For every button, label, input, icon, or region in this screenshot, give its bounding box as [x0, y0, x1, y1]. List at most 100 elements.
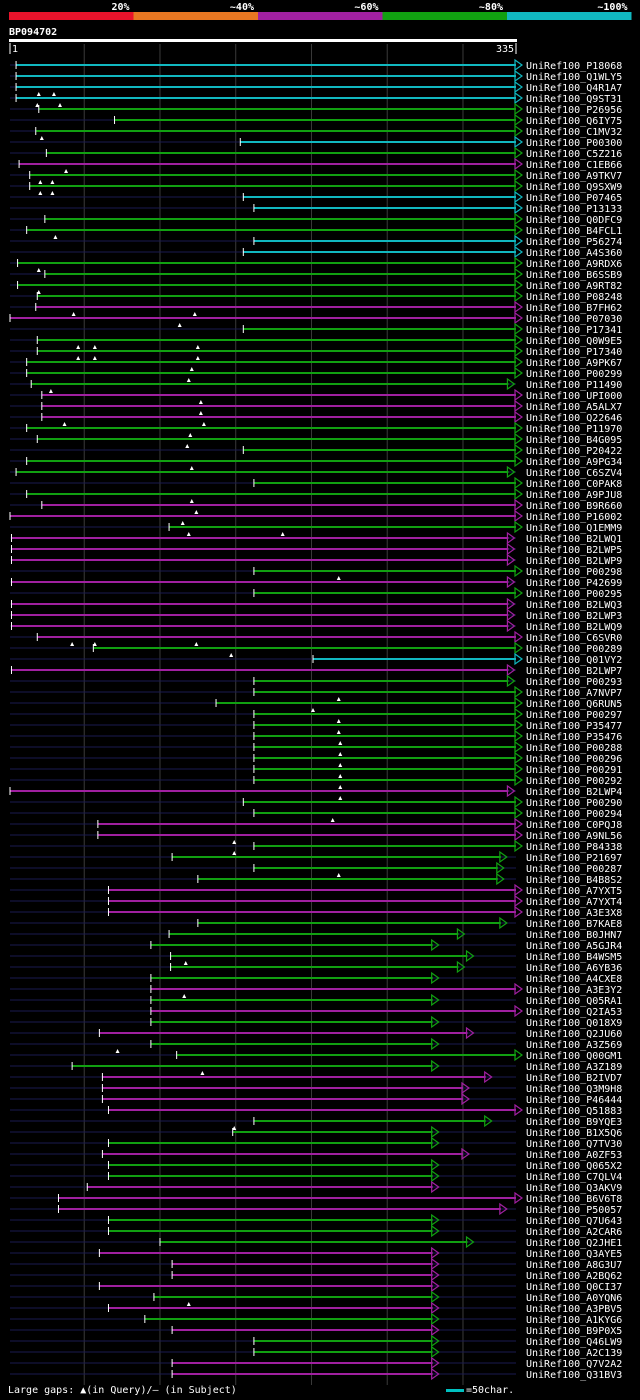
hit-label[interactable]: UniRef100_P07030	[526, 314, 622, 325]
hit-row[interactable]: UniRef100_P07030	[9, 311, 622, 325]
hit-row[interactable]: UniRef100_B2IVD7	[10, 1070, 622, 1084]
hit-row[interactable]: UniRef100_A9RT82	[10, 278, 622, 292]
hit-row[interactable]: UniRef100_A2BQ62	[10, 1268, 622, 1282]
hit-label[interactable]: UniRef100_Q0W9E5	[526, 336, 622, 347]
hit-label[interactable]: UniRef100_A4S360	[526, 248, 622, 259]
hit-row[interactable]: UniRef100_P35476	[10, 729, 622, 743]
hit-row[interactable]: UniRef100_C1EB66	[10, 157, 622, 171]
hit-row[interactable]: UniRef100_Q3M9H8	[10, 1081, 622, 1095]
hit-row[interactable]: UniRef100_P35477	[10, 718, 622, 732]
hit-row[interactable]: UniRef100_B6SSB9	[10, 267, 622, 281]
hit-label[interactable]: UniRef100_C7QLV4	[526, 1172, 622, 1183]
hit-label[interactable]: UniRef100_B2LWP5	[526, 545, 622, 556]
hit-label[interactable]: UniRef100_P17340	[526, 347, 622, 358]
hit-label[interactable]: UniRef100_P00295	[526, 589, 622, 600]
hit-row[interactable]: UniRef100_A9TKV7	[10, 168, 622, 182]
hit-label[interactable]: UniRef100_C0PQJ8	[526, 820, 622, 831]
hit-row[interactable]: UniRef100_B4FCL1	[10, 223, 622, 237]
hit-row[interactable]: UniRef100_A3Z569	[10, 1037, 622, 1051]
hit-row[interactable]: UniRef100_C6SZV4	[10, 465, 622, 479]
hit-row[interactable]: UniRef100_P00288	[10, 740, 622, 754]
hit-row[interactable]: UniRef100_A9NL56	[10, 828, 622, 842]
hit-row[interactable]: UniRef100_P00297	[10, 707, 622, 721]
hit-label[interactable]: UniRef100_P00294	[526, 809, 622, 820]
hit-label[interactable]: UniRef100_B6V6T8	[526, 1194, 622, 1205]
hit-row[interactable]: UniRef100_B4WSM5	[10, 949, 622, 963]
hit-row[interactable]: UniRef100_P46444	[10, 1092, 622, 1106]
hit-label[interactable]: UniRef100_A3Z189	[526, 1062, 622, 1073]
hit-label[interactable]: UniRef100_P00293	[526, 677, 622, 688]
hit-label[interactable]: UniRef100_B2LWQ1	[526, 534, 622, 545]
hit-label[interactable]: UniRef100_B2LWP9	[526, 556, 622, 567]
hit-label[interactable]: UniRef100_A9RT82	[526, 281, 622, 292]
hit-label[interactable]: UniRef100_P00290	[526, 798, 622, 809]
hit-label[interactable]: UniRef100_Q01VY2	[526, 655, 622, 666]
hit-label[interactable]: UniRef100_P00287	[526, 864, 622, 875]
hit-row[interactable]: UniRef100_A9PK67	[10, 355, 622, 369]
hit-label[interactable]: UniRef100_P00289	[526, 644, 622, 655]
hit-row[interactable]: UniRef100_C0PAK8	[10, 476, 622, 490]
hit-label[interactable]: UniRef100_P17341	[526, 325, 622, 336]
hit-row[interactable]: UniRef100_Q1EMM9	[10, 520, 622, 534]
hit-row[interactable]: UniRef100_Q7U643	[10, 1213, 622, 1227]
hit-row[interactable]: UniRef100_A9PJU8	[10, 487, 622, 501]
hit-row[interactable]: UniRef100_B2LWP3	[10, 608, 622, 622]
hit-row[interactable]: UniRef100_P00296	[10, 751, 622, 765]
hit-label[interactable]: UniRef100_Q2IA53	[526, 1007, 622, 1018]
hit-label[interactable]: UniRef100_B2LWP7	[526, 666, 622, 677]
hit-label[interactable]: UniRef100_Q1EMM9	[526, 523, 622, 534]
hit-row[interactable]: UniRef100_P17341	[10, 322, 622, 336]
hit-row[interactable]: UniRef100_A7NVP7	[10, 685, 622, 699]
hit-label[interactable]: UniRef100_Q7V2A2	[526, 1359, 622, 1370]
hit-row[interactable]: UniRef100_A5GJR4	[10, 938, 622, 952]
hit-row[interactable]: UniRef100_Q2IA53	[10, 1004, 622, 1018]
hit-label[interactable]: UniRef100_A9TKV7	[526, 171, 622, 182]
hit-row[interactable]: UniRef100_Q6RUN5	[10, 696, 622, 710]
hit-row[interactable]: UniRef100_Q9SXW9	[10, 179, 622, 193]
hit-row[interactable]: UniRef100_B6V6T8	[10, 1191, 622, 1205]
hit-label[interactable]: UniRef100_A3Z569	[526, 1040, 622, 1051]
hit-label[interactable]: UniRef100_Q22646	[526, 413, 622, 424]
hit-row[interactable]: UniRef100_P26956	[10, 102, 622, 116]
hit-label[interactable]: UniRef100_P00288	[526, 743, 622, 754]
hit-row[interactable]: UniRef100_B9P0X5	[10, 1323, 622, 1337]
hit-row[interactable]: UniRef100_Q3AYE5	[10, 1246, 622, 1260]
hit-label[interactable]: UniRef100_Q7TV30	[526, 1139, 622, 1150]
hit-label[interactable]: UniRef100_C1MV32	[526, 127, 622, 138]
hit-label[interactable]: UniRef100_Q9SXW9	[526, 182, 622, 193]
hit-label[interactable]: UniRef100_UPI000	[526, 391, 622, 402]
hit-label[interactable]: UniRef100_Q00GM1	[526, 1051, 622, 1062]
hit-row[interactable]: UniRef100_Q3AKV9	[10, 1180, 622, 1194]
hit-row[interactable]: UniRef100_A0ZF53	[10, 1147, 622, 1161]
hit-label[interactable]: UniRef100_B2IVD7	[526, 1073, 622, 1084]
hit-label[interactable]: UniRef100_P08248	[526, 292, 622, 303]
hit-row[interactable]: UniRef100_Q01VY2	[10, 652, 622, 666]
hit-row[interactable]: UniRef100_A3E3Y2	[10, 982, 622, 996]
hit-label[interactable]: UniRef100_A0ZF53	[526, 1150, 622, 1161]
hit-label[interactable]: UniRef100_A2BQ62	[526, 1271, 622, 1282]
hit-row[interactable]: UniRef100_P56274	[10, 234, 622, 248]
hit-row[interactable]: UniRef100_Q51883	[10, 1103, 622, 1117]
hit-row[interactable]: UniRef100_B7KAE8	[10, 916, 622, 930]
hit-label[interactable]: UniRef100_P11970	[526, 424, 622, 435]
hit-label[interactable]: UniRef100_P35477	[526, 721, 622, 732]
hit-row[interactable]: UniRef100_B9YQE3	[10, 1114, 622, 1128]
hit-label[interactable]: UniRef100_P50057	[526, 1205, 622, 1216]
hit-row[interactable]: UniRef100_Q1WLY5	[10, 69, 622, 83]
hit-label[interactable]: UniRef100_C0PAK8	[526, 479, 622, 490]
hit-label[interactable]: UniRef100_Q3AYE5	[526, 1249, 622, 1260]
hit-label[interactable]: UniRef100_A9PK67	[526, 358, 622, 369]
hit-label[interactable]: UniRef100_P42699	[526, 578, 622, 589]
hit-label[interactable]: UniRef100_B7KAE8	[526, 919, 622, 930]
hit-row[interactable]: UniRef100_Q2JHE1	[10, 1235, 622, 1249]
hit-row[interactable]: UniRef100_A1KYG6	[10, 1312, 622, 1326]
hit-label[interactable]: UniRef100_A3PBV5	[526, 1304, 622, 1315]
hit-label[interactable]: UniRef100_A8G3U7	[526, 1260, 622, 1271]
hit-label[interactable]: UniRef100_Q1WLY5	[526, 72, 622, 83]
hit-row[interactable]: UniRef100_P11970	[10, 421, 622, 435]
hit-row[interactable]: UniRef100_B4B8S2	[10, 872, 622, 886]
hit-label[interactable]: UniRef100_B9P0X5	[526, 1326, 622, 1337]
hit-row[interactable]: UniRef100_P08248	[10, 289, 622, 303]
hit-row[interactable]: UniRef100_C0PQJ8	[10, 817, 622, 831]
hit-label[interactable]: UniRef100_B4G095	[526, 435, 622, 446]
